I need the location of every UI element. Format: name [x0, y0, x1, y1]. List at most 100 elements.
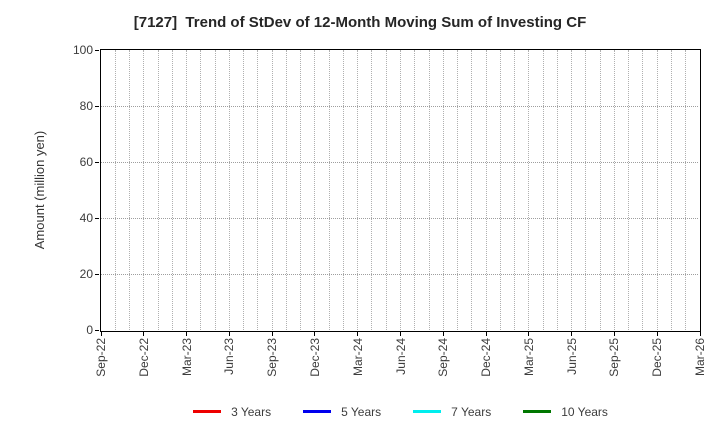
x-tick-mark	[314, 332, 316, 336]
x-gridline	[628, 50, 630, 330]
x-gridline	[385, 50, 387, 330]
x-gridline	[200, 50, 202, 330]
x-gridline	[642, 50, 644, 330]
x-tick-label: Sep-24	[436, 338, 451, 377]
x-gridline	[114, 50, 116, 330]
x-gridline	[186, 50, 188, 330]
legend-label: 7 Years	[451, 404, 492, 419]
y-axis-label: Amount (million yen)	[32, 130, 47, 250]
y-tick-mark	[95, 49, 99, 51]
x-gridline	[542, 50, 544, 330]
y-gridline	[101, 105, 698, 107]
x-tick-label: Jun-23	[222, 338, 237, 375]
x-gridline	[670, 50, 672, 330]
x-gridline	[656, 50, 658, 330]
x-gridline	[613, 50, 615, 330]
x-gridline	[499, 50, 501, 330]
x-gridline	[528, 50, 530, 330]
x-gridline	[485, 50, 487, 330]
legend-label: 5 Years	[341, 404, 382, 419]
y-gridline	[101, 273, 698, 275]
legend-line-swatch	[413, 410, 442, 413]
y-tick-label: 100	[72, 43, 93, 57]
x-tick-label: Mar-24	[350, 338, 365, 377]
x-gridline	[400, 50, 401, 330]
y-tick-mark	[95, 329, 99, 331]
x-gridline	[442, 50, 444, 330]
x-gridline	[571, 50, 573, 330]
y-tick-mark	[95, 161, 99, 163]
x-tick-label: Dec-25	[650, 338, 665, 377]
x-gridline	[357, 50, 359, 330]
legend-label: 3 Years	[231, 404, 272, 419]
y-tick-mark	[95, 273, 99, 275]
x-tick-mark	[357, 332, 359, 336]
x-tick-mark	[143, 332, 145, 336]
x-tick-label: Jun-24	[393, 338, 408, 375]
x-gridline	[599, 50, 601, 330]
x-tick-mark	[271, 332, 273, 336]
legend-label: 10 Years	[561, 404, 608, 419]
x-gridline	[214, 50, 216, 330]
x-gridline	[471, 50, 473, 330]
x-tick-label: Mar-23	[179, 338, 194, 377]
x-gridline	[685, 50, 687, 330]
x-gridline	[271, 50, 273, 330]
x-gridline	[171, 50, 173, 330]
y-tick-label: 0	[86, 323, 93, 337]
x-gridline	[143, 50, 145, 330]
x-tick-mark	[571, 332, 573, 336]
x-gridline	[129, 50, 131, 330]
x-tick-mark	[186, 332, 188, 336]
legend: 3 Years 5 Years 7 Years 10 Years	[101, 403, 700, 420]
x-gridline	[457, 50, 459, 330]
x-tick-mark	[613, 332, 615, 336]
legend-line-swatch	[523, 410, 552, 413]
x-tick-label: Mar-26	[693, 338, 707, 377]
legend-line-swatch	[193, 410, 222, 413]
x-gridline	[428, 50, 430, 330]
x-gridline	[157, 50, 159, 330]
x-gridline	[243, 50, 245, 330]
y-tick-mark	[95, 105, 99, 107]
x-gridline	[285, 50, 287, 330]
x-tick-mark	[228, 332, 230, 336]
legend-item: 3 Years	[193, 405, 271, 419]
x-gridline	[414, 50, 416, 330]
legend-line-swatch	[303, 410, 332, 413]
y-tick-mark	[95, 217, 99, 219]
x-tick-label: Dec-22	[136, 338, 151, 377]
y-gridline	[101, 161, 698, 163]
y-tick-label: 20	[79, 267, 93, 281]
x-gridline	[556, 50, 558, 330]
legend-item: 10 Years	[523, 405, 608, 419]
x-tick-mark	[656, 332, 658, 336]
x-tick-label: Dec-23	[307, 338, 322, 377]
x-gridline	[342, 50, 344, 330]
chart-title: [7127] Trend of StDev of 12-Month Moving…	[133, 14, 587, 31]
x-tick-label: Dec-24	[479, 338, 494, 377]
legend-item: 5 Years	[303, 405, 381, 419]
x-tick-label: Sep-23	[265, 338, 280, 377]
x-gridline	[514, 50, 516, 330]
x-gridline	[300, 50, 302, 330]
y-tick-label: 60	[79, 155, 93, 169]
x-tick-label: Sep-22	[94, 338, 108, 377]
legend-item: 7 Years	[413, 405, 491, 419]
x-tick-mark	[528, 332, 530, 336]
x-gridline	[585, 50, 587, 330]
x-tick-mark	[485, 332, 487, 336]
x-gridline	[371, 50, 373, 330]
x-gridline	[228, 50, 230, 330]
x-tick-mark	[400, 332, 401, 336]
x-tick-mark	[100, 332, 102, 336]
y-tick-label: 40	[79, 211, 93, 225]
x-gridline	[328, 50, 330, 330]
x-gridline	[257, 50, 259, 330]
y-tick-label: 80	[79, 99, 93, 113]
x-tick-mark	[442, 332, 444, 336]
x-tick-label: Mar-25	[521, 338, 536, 377]
x-tick-label: Sep-25	[607, 338, 622, 377]
x-gridline	[314, 50, 316, 330]
